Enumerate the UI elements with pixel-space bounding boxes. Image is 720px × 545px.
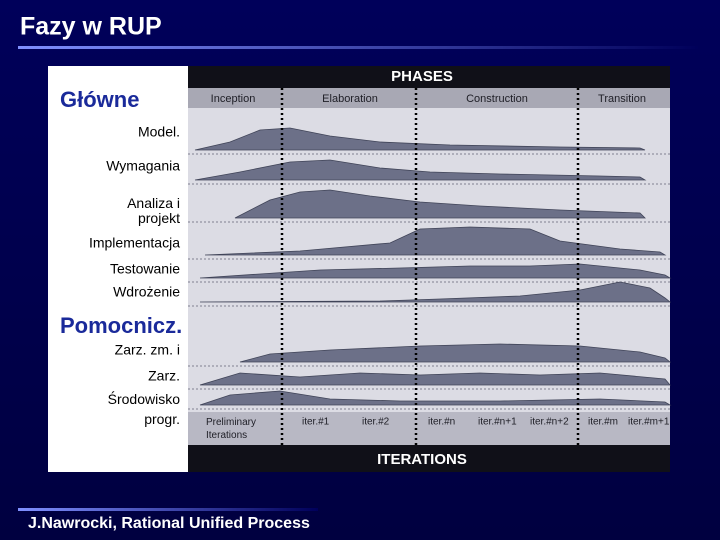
iteration-name: iter.#2 [362,417,390,428]
workflow-hump [204,226,667,256]
discipline-label: Środowisko progr. [108,390,181,427]
workflow-hump [194,159,647,181]
workflow-hump [199,263,672,279]
phase-name: Transition [598,93,646,105]
group-title: Pomocnicz. [60,313,182,338]
slide-title: Fazy w RUP [20,13,162,41]
phase-name: Construction [466,93,528,105]
workflow-hump [199,372,671,386]
iterations-row [188,412,670,445]
workflow-hump [234,189,646,219]
iteration-name: iter.#n+1 [478,417,517,428]
discipline-label: Wymagania [106,158,180,174]
iteration-name: iter.#n+2 [530,417,569,428]
phase-name: Inception [211,93,256,105]
workflow-hump [194,127,646,151]
discipline-label: Model. [138,124,180,140]
iteration-name: iter.#1 [302,417,330,428]
workflow-hump [239,343,672,363]
workflow-humps [188,88,672,445]
iteration-name: iter.#n [428,417,455,428]
discipline-label: Wdrożenie [113,284,180,300]
title-underline [18,46,698,49]
phase-name: Elaboration [322,93,378,105]
group-title: Główne [60,87,139,112]
discipline-label: Testowanie [110,261,180,277]
workflow-hump [199,390,672,406]
phase-names-band [188,88,670,108]
phases-band [188,66,670,88]
iteration-name: iter.#m+1 [628,417,670,428]
discipline-label: Zarz. zm. i [115,342,180,358]
footer: J.Nawrocki, Rational Unified Process [28,515,310,532]
discipline-label: Analiza i projekt [127,195,180,226]
footer-underline [18,508,318,511]
discipline-label: Zarz. [148,368,180,384]
iterations-title: ITERATIONS [377,451,467,468]
label-panel [48,66,188,472]
workflow-hump [199,281,672,303]
labels: Inception Elaboration Construction Transiti… [89,93,670,441]
discipline-label: Implementacja [89,235,180,251]
iteration-name: Preliminary Iterations [206,417,256,441]
phases-title: PHASES [391,68,453,85]
iterations-band [188,445,670,472]
iteration-name: iter.#m [588,417,618,428]
